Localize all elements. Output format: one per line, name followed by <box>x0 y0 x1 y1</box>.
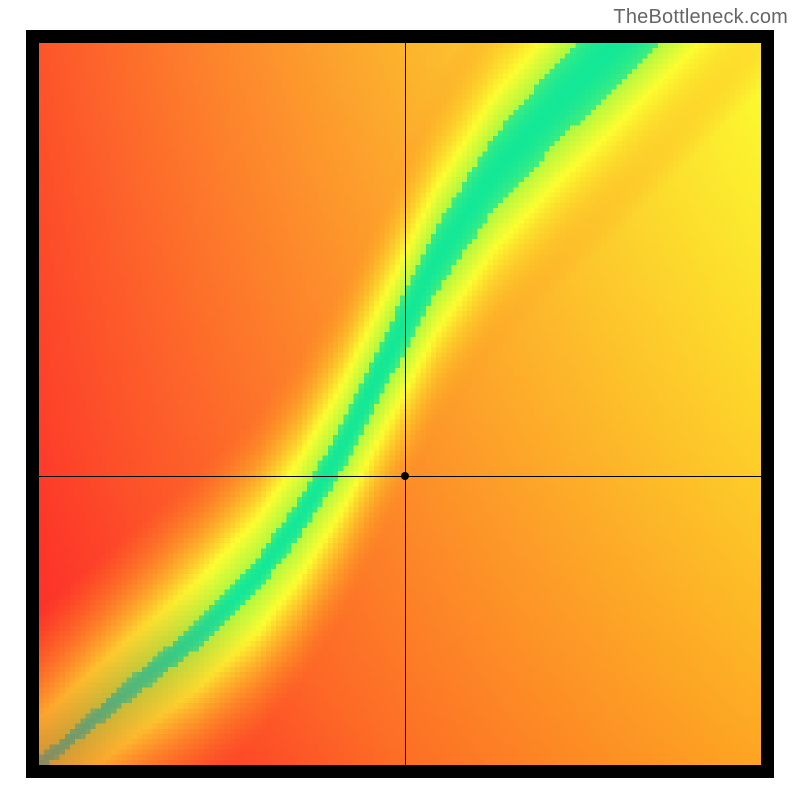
crosshair-horizontal <box>39 476 761 477</box>
chart-container: TheBottleneck.com <box>0 0 800 800</box>
plot-frame <box>26 30 774 778</box>
watermark-text: TheBottleneck.com <box>613 6 788 29</box>
crosshair-dot <box>401 472 409 480</box>
heatmap-canvas <box>39 43 761 765</box>
crosshair-vertical <box>405 43 406 765</box>
